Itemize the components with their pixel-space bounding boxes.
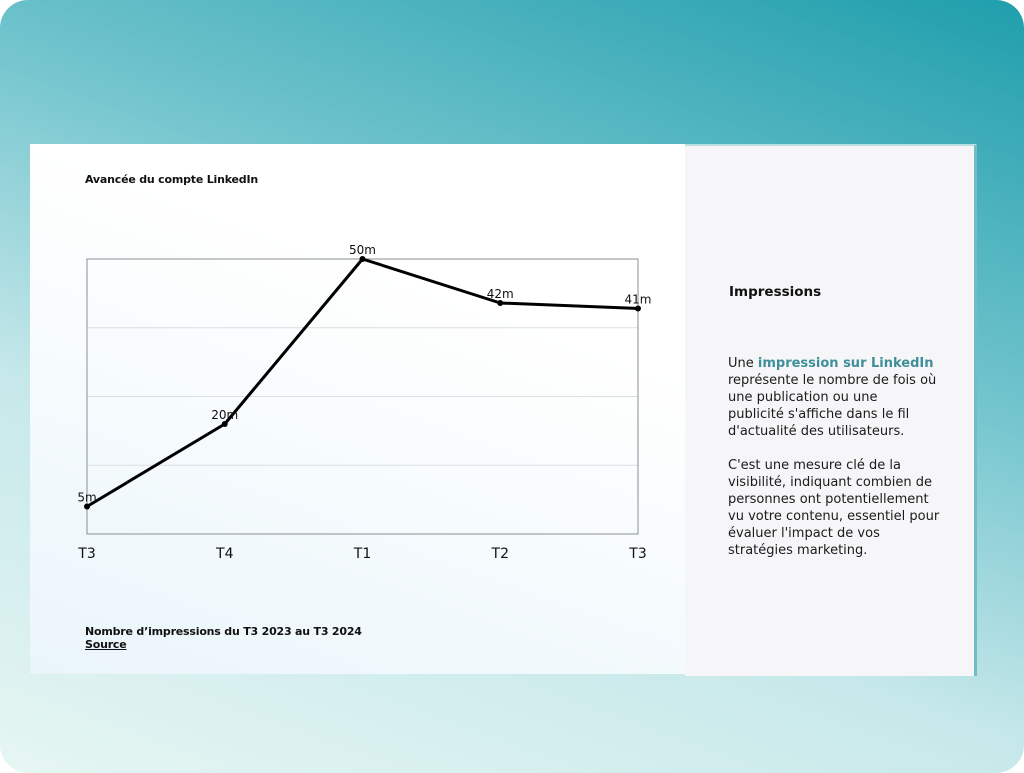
x-tick-label: T4 [215, 546, 234, 562]
panel-text-line: C'est une mesure clé de la [728, 458, 901, 473]
p1-prefix: Une [728, 356, 758, 371]
info-panel: Impressions Une impression sur LinkedIn … [685, 144, 977, 676]
line-chart: 5m T3 20m T4 50m T1 42m T2 41m T3 [77, 243, 652, 562]
source-link[interactable]: Source [85, 638, 127, 651]
panel-text-line: publicité s'affiche dans le fil [728, 407, 910, 422]
data-point [221, 421, 228, 427]
caption-text: Nombre d’impressions du T3 2023 au T3 20… [85, 625, 362, 638]
data-label: 5m [77, 491, 96, 505]
highlight-term: impression sur LinkedIn [757, 356, 934, 371]
panel-text: Une impression sur LinkedIn représente l… [728, 355, 939, 559]
chart-title: Avancée du compte LinkedIn [85, 173, 259, 186]
panel-text-line: une publication ou une [728, 390, 878, 405]
panel-title: Impressions [729, 284, 822, 300]
data-point [84, 503, 90, 510]
panel-text-line: visibilité, indiquant combien de [728, 475, 933, 490]
panel-text-line: d'actualité des utilisateurs. [728, 424, 905, 439]
x-tick-label: T3 [77, 546, 95, 562]
panel-text-line: personnes ont potentiellement [728, 492, 929, 507]
data-label: 50m [349, 243, 376, 257]
panel-text-line: évaluer l'impact de vos [728, 526, 880, 541]
x-tick-label: T2 [491, 546, 509, 562]
chart-caption: Nombre d’impressions du T3 2023 au T3 20… [85, 625, 362, 651]
x-tick-label: T1 [353, 546, 371, 562]
data-point [359, 256, 366, 262]
panel-text-line: vu votre contenu, essentiel pour [728, 509, 940, 524]
data-label: 42m [487, 287, 514, 301]
data-point [635, 305, 641, 312]
data-point [497, 300, 504, 306]
panel-text-line: stratégies marketing. [728, 543, 868, 558]
panel-text-line: représente le nombre de fois où [728, 373, 937, 388]
x-tick-label: T3 [628, 546, 646, 562]
data-label: 41m [625, 293, 652, 307]
series-line [86, 257, 639, 508]
chart-card: Avancée du compte LinkedIn 5m T3 20m T4 50m T… [30, 144, 685, 674]
data-label: 20m [211, 408, 238, 422]
